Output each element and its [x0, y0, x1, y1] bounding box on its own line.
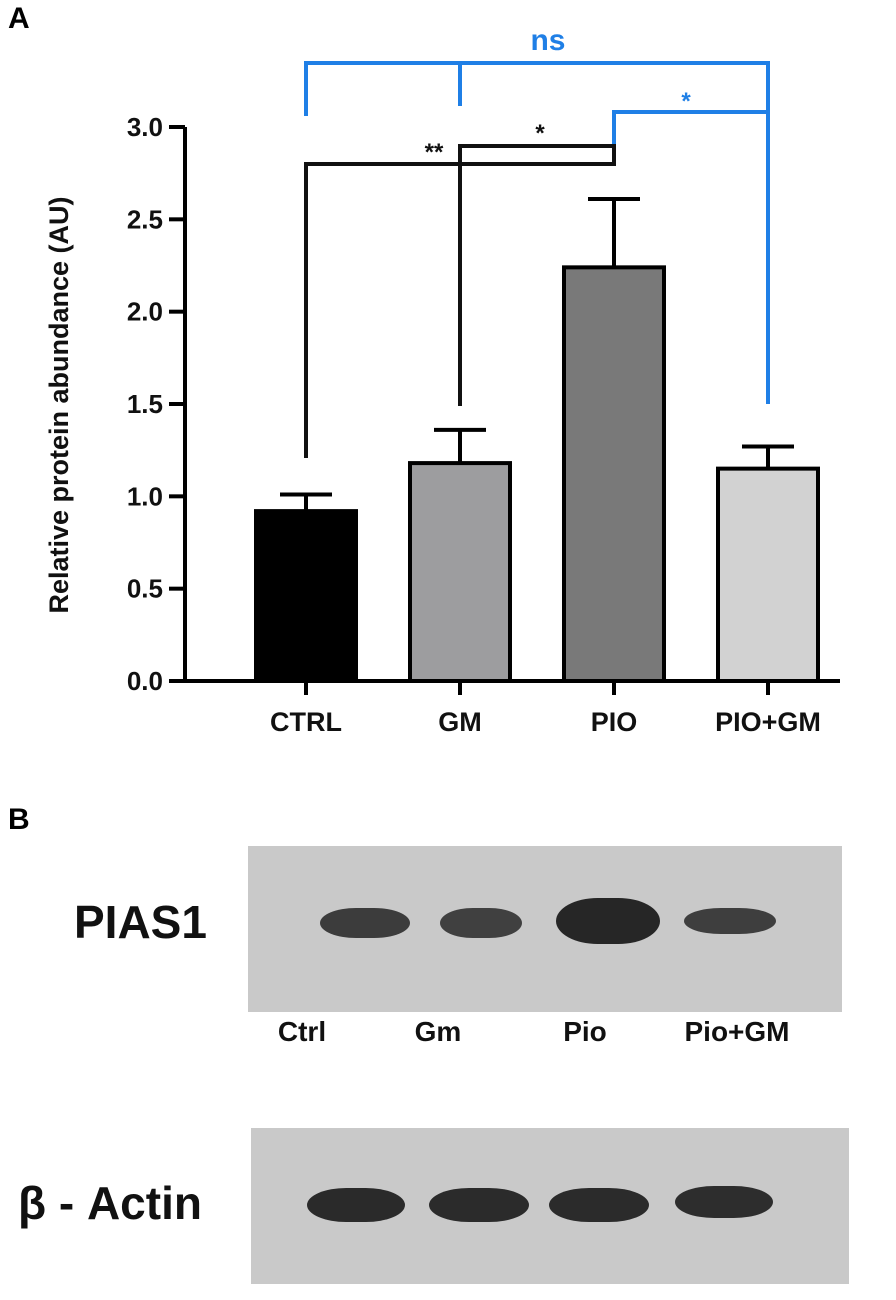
bar	[716, 466, 820, 683]
y-tick-label: 1.0	[127, 481, 163, 511]
pias1-band	[556, 898, 660, 944]
significance-brackets: ****ns	[304, 24, 770, 458]
bar	[408, 461, 512, 683]
bracket-ns	[304, 61, 770, 116]
panel-label-b: B	[8, 803, 30, 836]
x-tick-label: PIO	[591, 707, 638, 737]
lane-label: Pio+GM	[684, 1016, 790, 1047]
actin-band	[429, 1188, 529, 1222]
actin-band	[307, 1188, 405, 1222]
bracket-pio-piogm	[612, 110, 770, 404]
actin-blot	[251, 1128, 849, 1284]
y-tick-label: 2.0	[127, 297, 163, 327]
x-tick-label: CTRL	[270, 707, 342, 737]
actin-band	[549, 1188, 649, 1222]
y-tick-label: 0.5	[127, 574, 163, 604]
pias1-blot	[248, 846, 842, 1012]
y-axis-label: Relative protein abundance (AU)	[44, 196, 74, 613]
significance-label: ns	[530, 24, 565, 57]
actin-label: β - Actin	[18, 1177, 202, 1229]
pias1-band	[440, 908, 522, 938]
y-tick-label: 2.5	[127, 204, 163, 234]
pias1-band	[320, 908, 410, 938]
chart-bars: CTRL GM PIO PIO+GM	[254, 197, 821, 737]
significance-label: **	[425, 139, 444, 166]
pias1-label: PIAS1	[74, 896, 207, 948]
actin-band	[675, 1186, 773, 1218]
significance-label: *	[535, 120, 545, 147]
y-tick-label: 0.0	[127, 666, 163, 696]
bracket-gm-pio	[458, 144, 616, 406]
panel-label-a: A	[8, 2, 30, 35]
bar-chart: 0.00.51.01.52.02.53.0 CTRL GM PIO PIO+GM **…	[44, 24, 840, 737]
significance-label: *	[681, 88, 691, 115]
x-tick-label: GM	[438, 707, 482, 737]
bar	[562, 265, 666, 683]
lane-label: Gm	[414, 1016, 462, 1047]
bar	[254, 509, 358, 683]
y-tick-label: 3.0	[127, 112, 163, 142]
y-tick-label: 1.5	[127, 389, 163, 419]
pias1-band	[684, 908, 776, 934]
x-tick-label: PIO+GM	[715, 707, 821, 737]
lane-label: Pio	[563, 1016, 607, 1047]
lane-label: Ctrl	[277, 1016, 327, 1047]
chart-axes: 0.0 0.5 1.0 1.5 2.0 2.5 3.0	[127, 112, 840, 696]
